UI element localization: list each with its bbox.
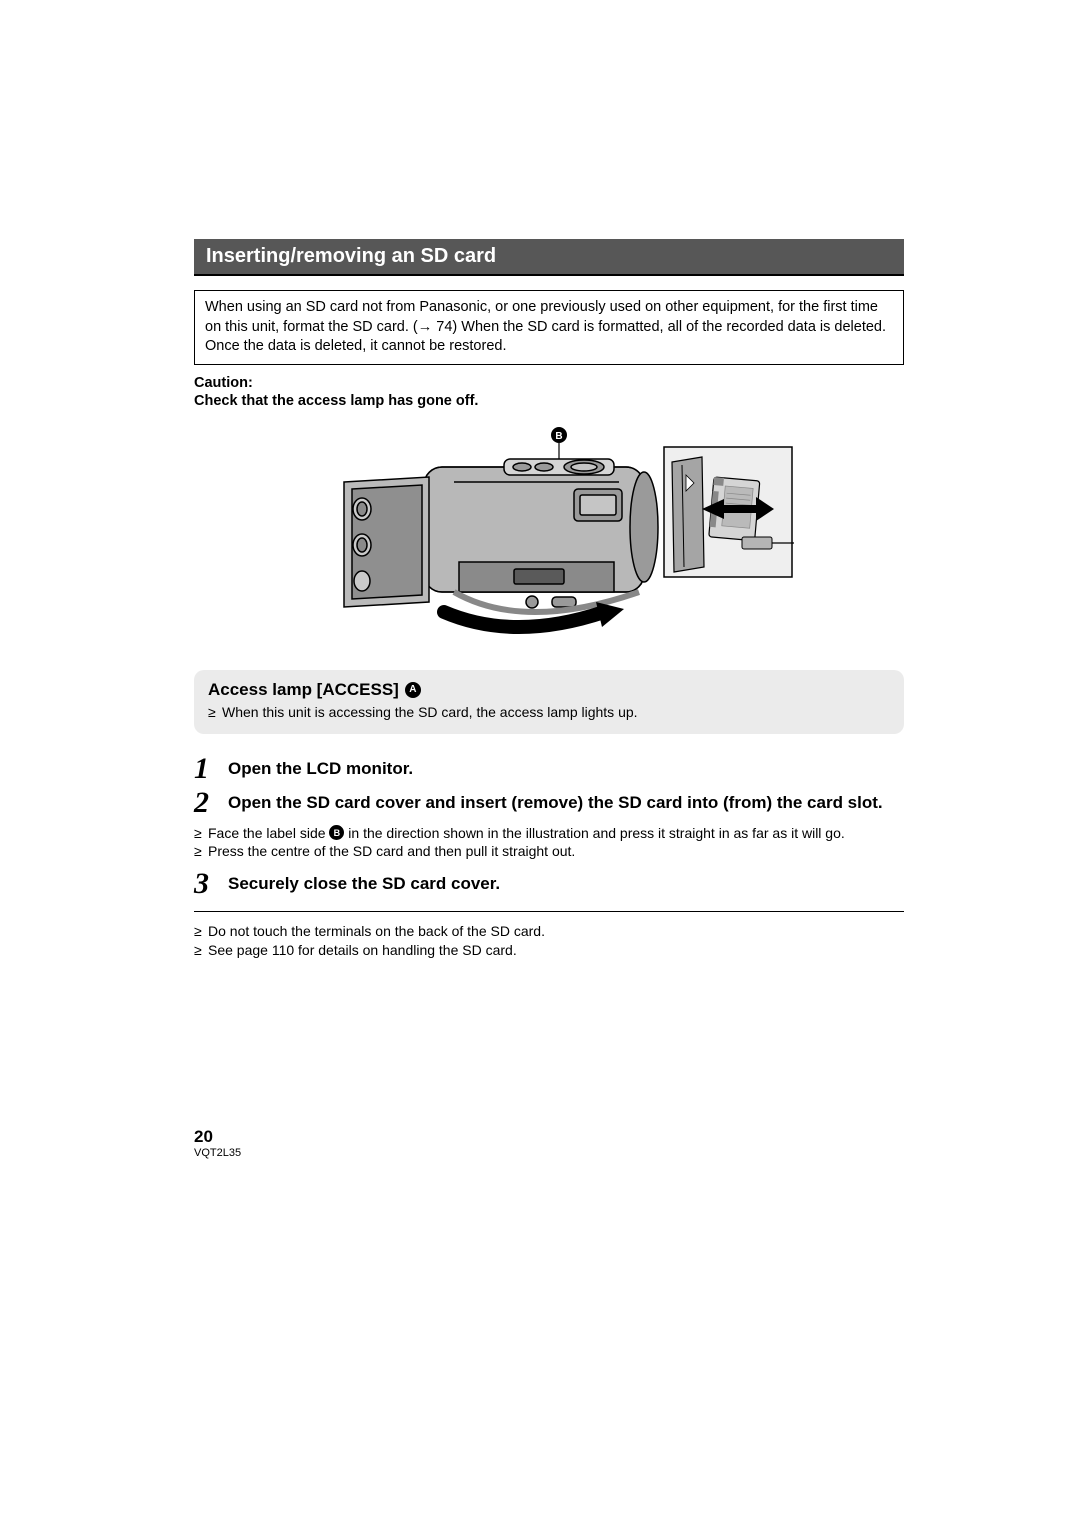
- step2-bullet-1: ≥ Face the label side B in the direction…: [194, 824, 904, 843]
- caution-text: Check that the access lamp has gone off.: [194, 393, 904, 409]
- label-a-icon: A: [405, 682, 421, 698]
- step2-bullet-2: ≥ Press the centre of the SD card and th…: [194, 842, 904, 861]
- step-text: Open the SD card cover and insert (remov…: [228, 788, 883, 814]
- step-1: 1 Open the LCD monitor.: [194, 754, 904, 784]
- page-footer: 20 VQT2L35: [194, 1127, 241, 1159]
- access-lamp-title-text: Access lamp [ACCESS]: [208, 680, 399, 700]
- step-text: Open the LCD monitor.: [228, 754, 413, 780]
- divider: [194, 911, 904, 912]
- step-number: 3: [194, 869, 218, 899]
- final-bullet-2: ≥ See page 110 for details on handling t…: [194, 941, 904, 960]
- svg-text:B: B: [555, 431, 562, 442]
- camcorder-illustration: B: [194, 427, 904, 642]
- document-code: VQT2L35: [194, 1147, 241, 1159]
- step-text: Securely close the SD card cover.: [228, 869, 500, 895]
- step-number: 2: [194, 788, 218, 818]
- access-lamp-bullet: ≥ When this unit is accessing the SD car…: [208, 703, 890, 722]
- warning-box: When using an SD card not from Panasonic…: [194, 290, 904, 365]
- step-number: 1: [194, 754, 218, 784]
- step-2: 2 Open the SD card cover and insert (rem…: [194, 788, 904, 818]
- page-number: 20: [194, 1127, 241, 1147]
- caution-label: Caution:: [194, 375, 904, 391]
- access-lamp-title: Access lamp [ACCESS] A: [208, 680, 890, 700]
- label-b-icon: B: [329, 825, 344, 840]
- final-bullet-1: ≥ Do not touch the terminals on the back…: [194, 922, 904, 941]
- step-3: 3 Securely close the SD card cover.: [194, 869, 904, 899]
- section-header: Inserting/removing an SD card: [194, 239, 904, 276]
- access-lamp-section: Access lamp [ACCESS] A ≥ When this unit …: [194, 670, 904, 734]
